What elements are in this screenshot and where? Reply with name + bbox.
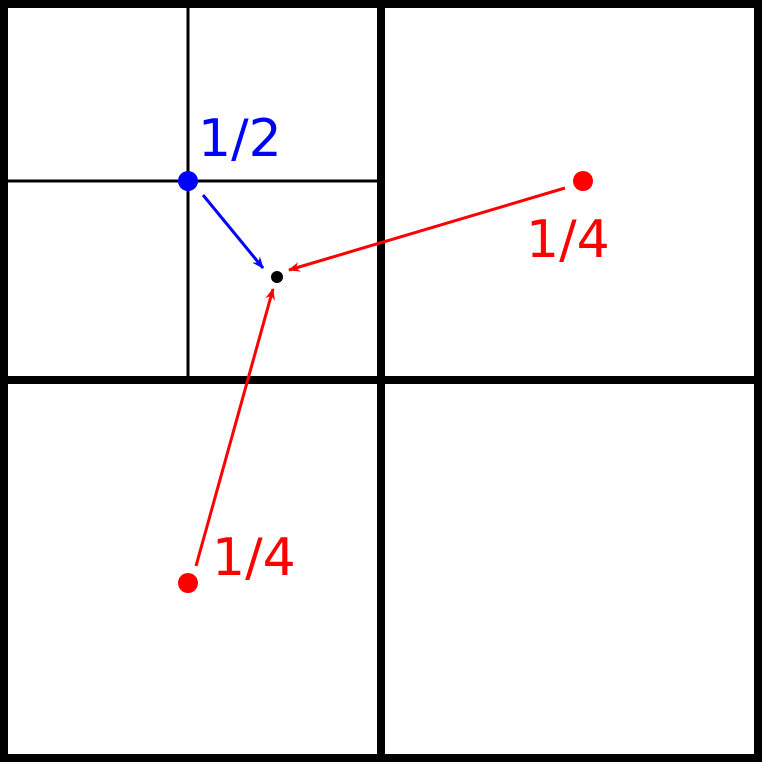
bottom-coarse-point-arrow — [194, 288, 275, 567]
right-coarse-point — [573, 171, 593, 191]
target-point — [271, 271, 283, 283]
fine-weight-label: 1/2 — [198, 109, 282, 169]
right-coarse-point-arrow — [288, 186, 566, 272]
fine-point — [178, 171, 198, 191]
bottom-coarse-point — [178, 573, 198, 593]
bottom-coarse-weight-label: 1/4 — [212, 528, 296, 588]
right-coarse-weight-label: 1/4 — [526, 210, 610, 270]
fine-point-arrow — [201, 194, 265, 269]
